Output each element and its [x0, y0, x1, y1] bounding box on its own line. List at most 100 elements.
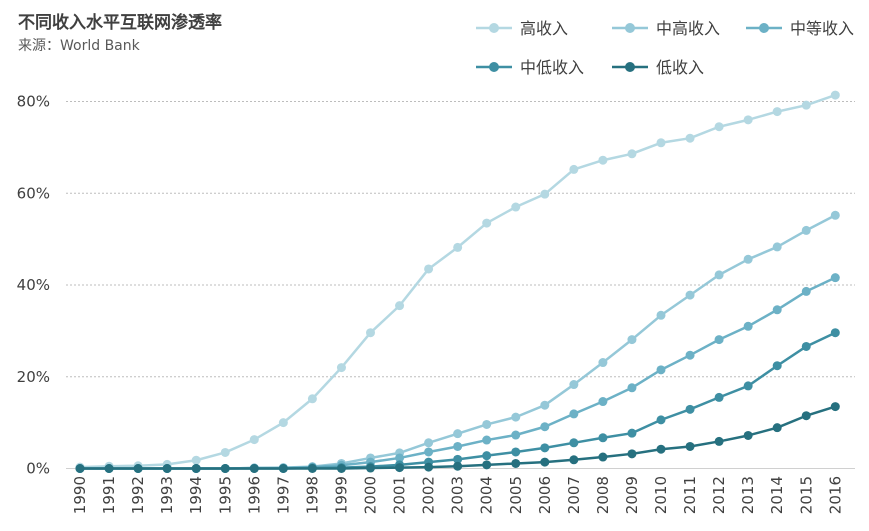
data-point [598, 452, 608, 462]
x-tick-label: 2000 [362, 476, 380, 514]
data-point [714, 270, 724, 280]
data-point [307, 464, 317, 473]
x-tick-label: 2008 [594, 476, 612, 514]
data-point [714, 335, 724, 345]
data-point [482, 451, 492, 461]
data-point [453, 461, 463, 471]
x-tick-label: 1993 [158, 476, 176, 514]
data-point [772, 305, 782, 315]
data-point [424, 462, 434, 472]
data-point [453, 429, 463, 439]
data-point [627, 428, 637, 438]
data-point [482, 460, 492, 470]
data-point [685, 133, 695, 143]
data-point [627, 335, 637, 345]
data-point [395, 453, 405, 463]
data-point [278, 418, 288, 428]
data-point [220, 447, 230, 457]
legend-marker [489, 62, 499, 72]
x-tick-label: 1999 [332, 476, 350, 514]
data-point [685, 290, 695, 300]
data-point [656, 138, 666, 148]
data-point [249, 464, 259, 473]
data-point [801, 100, 811, 110]
data-point [540, 422, 550, 432]
legend-label: 低收入 [656, 58, 704, 77]
data-point [424, 447, 434, 457]
data-point [656, 415, 666, 425]
legend-item: 低收入 [612, 58, 704, 77]
data-point [540, 443, 550, 453]
data-point [772, 107, 782, 117]
x-tick-label: 2001 [391, 476, 409, 514]
data-point [656, 444, 666, 454]
data-point [772, 361, 782, 371]
legend-label: 中高收入 [656, 19, 720, 38]
chart-source: 来源：World Bank [18, 38, 140, 54]
x-tick-label: 2010 [652, 476, 670, 514]
y-tick-label: 20% [17, 368, 50, 386]
data-point [830, 402, 840, 412]
legend-item: 高收入 [476, 19, 568, 38]
x-tick-label: 2009 [623, 476, 641, 514]
data-point [366, 328, 375, 338]
x-tick-label: 1991 [100, 476, 118, 514]
legend-item: 中高收入 [612, 19, 720, 38]
series-5 [75, 402, 840, 473]
data-point [772, 423, 782, 433]
data-point [801, 341, 811, 351]
data-point [511, 202, 521, 212]
x-tick-label: 1996 [245, 476, 263, 514]
series-lines [75, 90, 840, 473]
data-point [685, 441, 695, 451]
series-1 [75, 90, 840, 472]
data-point [743, 381, 753, 391]
legend-marker [759, 23, 769, 33]
x-tick-label: 2014 [768, 476, 786, 514]
data-point [191, 455, 201, 465]
x-tick-label: 2015 [797, 476, 815, 514]
legend-label: 中等收入 [790, 19, 854, 38]
data-point [220, 464, 230, 473]
data-point [453, 441, 463, 451]
data-point [830, 273, 840, 283]
x-tick-label: 1992 [129, 476, 147, 514]
legend-marker [625, 23, 635, 33]
data-point [75, 464, 85, 473]
chart-title: 不同收入水平互联网渗透率 [18, 13, 222, 33]
data-point [627, 449, 637, 459]
x-tick-label: 2005 [507, 476, 525, 514]
data-point [424, 438, 434, 448]
data-point [743, 430, 753, 440]
data-point [830, 328, 840, 338]
data-point [453, 242, 463, 252]
series-line [79, 93, 836, 469]
data-point [685, 350, 695, 360]
data-point [801, 411, 811, 421]
data-point [627, 149, 637, 159]
data-point [569, 380, 579, 390]
data-point [714, 392, 724, 402]
data-point [395, 301, 405, 311]
data-point [424, 264, 434, 274]
data-point [598, 358, 608, 368]
data-point [366, 463, 375, 473]
data-point [191, 464, 201, 473]
data-point [656, 365, 666, 375]
data-point [133, 464, 143, 473]
data-point [336, 464, 346, 473]
data-point [569, 164, 579, 174]
x-tick-label: 2003 [449, 476, 467, 514]
x-tick-label: 2013 [739, 476, 757, 514]
data-point [511, 412, 521, 422]
data-point [482, 435, 492, 445]
x-tick-label: 2016 [826, 476, 844, 514]
y-tick-label: 80% [17, 93, 50, 111]
data-point [336, 363, 346, 373]
data-point [482, 218, 492, 228]
x-tick-label: 1998 [303, 476, 321, 514]
data-point [743, 321, 753, 331]
data-point [743, 254, 753, 264]
